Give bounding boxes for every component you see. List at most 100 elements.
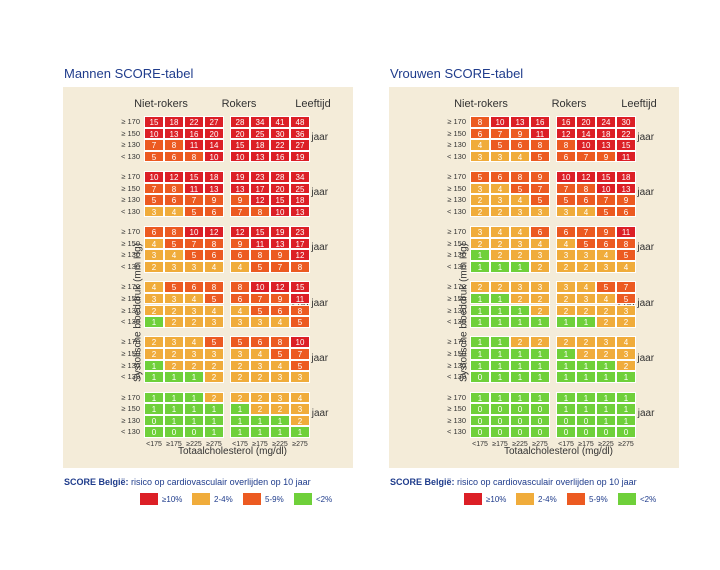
risk-cell: 3 <box>164 292 184 305</box>
risk-cell: 2 <box>556 304 576 317</box>
risk-cell: 1 <box>470 316 490 328</box>
age-label: ≥58 jaar <box>618 242 655 254</box>
risk-cell: 0 <box>510 414 530 427</box>
risk-cell: 24 <box>596 116 616 128</box>
risk-cell: 3 <box>510 205 530 218</box>
risk-cell: 22 <box>616 127 636 140</box>
sbp-label: ≥ 130 <box>121 305 140 315</box>
men-score-panel: Niet-rokers Rokers Leeftijd Systolische … <box>63 87 353 468</box>
legend-label: ≥10% <box>162 495 183 504</box>
risk-cell: 2 <box>576 304 596 317</box>
risk-cell: 2 <box>530 304 550 317</box>
sbp-label: ≥ 130 <box>447 360 466 370</box>
risk-cell: 12 <box>250 194 270 206</box>
risk-cell: 3 <box>184 261 204 273</box>
risk-cell: 2 <box>144 261 164 273</box>
risk-cell: 2 <box>596 348 616 360</box>
risk-cell: 7 <box>576 226 596 238</box>
risk-cell: 7 <box>230 205 250 218</box>
risk-cell: 12 <box>230 226 250 238</box>
risk-cell: 11 <box>616 226 636 238</box>
risk-cell: 5 <box>470 171 490 183</box>
risk-cell: 2 <box>144 348 164 360</box>
sbp-label: ≥ 170 <box>447 172 466 182</box>
risk-cell: 2 <box>490 249 510 261</box>
risk-cell: 1 <box>490 316 510 328</box>
sbp-label: ≥ 170 <box>121 227 140 237</box>
risk-cell: 6 <box>204 205 224 218</box>
risk-cell: 4 <box>204 304 224 317</box>
risk-cell: 10 <box>250 281 270 293</box>
risk-cell: 1 <box>490 359 510 372</box>
risk-cell: 13 <box>596 139 616 151</box>
risk-cell: 15 <box>250 226 270 238</box>
risk-cell: 1 <box>184 403 204 415</box>
risk-cell: 25 <box>290 182 310 195</box>
risk-cell: 22 <box>184 116 204 128</box>
risk-cell: 9 <box>204 194 224 206</box>
risk-cell: 5 <box>184 205 204 218</box>
risk-cell: 41 <box>270 116 290 128</box>
risk-cell: 7 <box>250 292 270 305</box>
risk-cell: 4 <box>556 237 576 250</box>
women-legend: ≥10% 2-4% 5-9% <2% <box>464 493 720 507</box>
risk-cell: 14 <box>576 127 596 140</box>
header-smokers: Rokers <box>551 98 587 110</box>
risk-cell: 4 <box>490 182 510 195</box>
description-text: risico op cardiovasculair overlijden op … <box>457 477 637 487</box>
risk-cell: 0 <box>530 403 550 415</box>
x-tick-label: <175 <box>558 440 574 448</box>
risk-cell: 7 <box>184 237 204 250</box>
risk-cell: 18 <box>164 116 184 128</box>
risk-cell: 5 <box>616 292 636 305</box>
risk-cell: 3 <box>530 249 550 261</box>
risk-cell: 9 <box>530 171 550 183</box>
risk-cell: 3 <box>204 316 224 328</box>
risk-cell: 1 <box>230 426 250 438</box>
risk-cell: 0 <box>576 426 596 438</box>
risk-cell: 3 <box>164 336 184 348</box>
legend-swatch <box>516 493 534 505</box>
risk-cell: 2 <box>530 336 550 348</box>
risk-cell: 7 <box>616 281 636 293</box>
risk-cell: 5 <box>270 348 290 360</box>
risk-cell: 11 <box>530 127 550 140</box>
risk-cell: 4 <box>530 237 550 250</box>
risk-cell: 1 <box>530 391 550 404</box>
age-label: ≥48 jaar <box>618 352 655 364</box>
risk-cell: 7 <box>290 348 310 360</box>
risk-cell: 6 <box>144 226 164 238</box>
risk-cell: 1 <box>576 359 596 372</box>
header-non-smokers: Niet-rokers <box>454 98 508 110</box>
risk-cell: 5 <box>616 249 636 261</box>
risk-cell: 3 <box>596 261 616 273</box>
risk-cell: 20 <box>270 182 290 195</box>
risk-cell: 6 <box>530 226 550 238</box>
risk-cell: 13 <box>290 205 310 218</box>
risk-cell: 1 <box>470 292 490 305</box>
sbp-label: ≥ 170 <box>121 117 140 126</box>
risk-cell: 0 <box>470 371 490 383</box>
risk-cell: 4 <box>250 348 270 360</box>
x-tick-label: ≥275 <box>292 440 308 448</box>
risk-cell: 3 <box>556 281 576 293</box>
risk-cell: 1 <box>556 403 576 415</box>
risk-cell: 2 <box>530 261 550 273</box>
risk-cell: 0 <box>530 426 550 438</box>
risk-cell: 16 <box>556 116 576 128</box>
risk-cell: 4 <box>184 336 204 348</box>
risk-cell: 9 <box>270 249 290 261</box>
risk-cell: 0 <box>510 403 530 415</box>
risk-cell: 1 <box>230 414 250 427</box>
sbp-label: ≥ 150 <box>447 349 466 358</box>
risk-cell: 7 <box>556 182 576 195</box>
risk-cell: 0 <box>184 426 204 438</box>
legend-label: 5-9% <box>265 495 284 504</box>
risk-cell: 1 <box>230 403 250 415</box>
risk-cell: 15 <box>144 116 164 128</box>
risk-cell: 20 <box>230 127 250 140</box>
risk-cell: 10 <box>184 226 204 238</box>
risk-cell: 1 <box>596 371 616 383</box>
risk-cell: 1 <box>556 371 576 383</box>
risk-cell: 2 <box>576 348 596 360</box>
